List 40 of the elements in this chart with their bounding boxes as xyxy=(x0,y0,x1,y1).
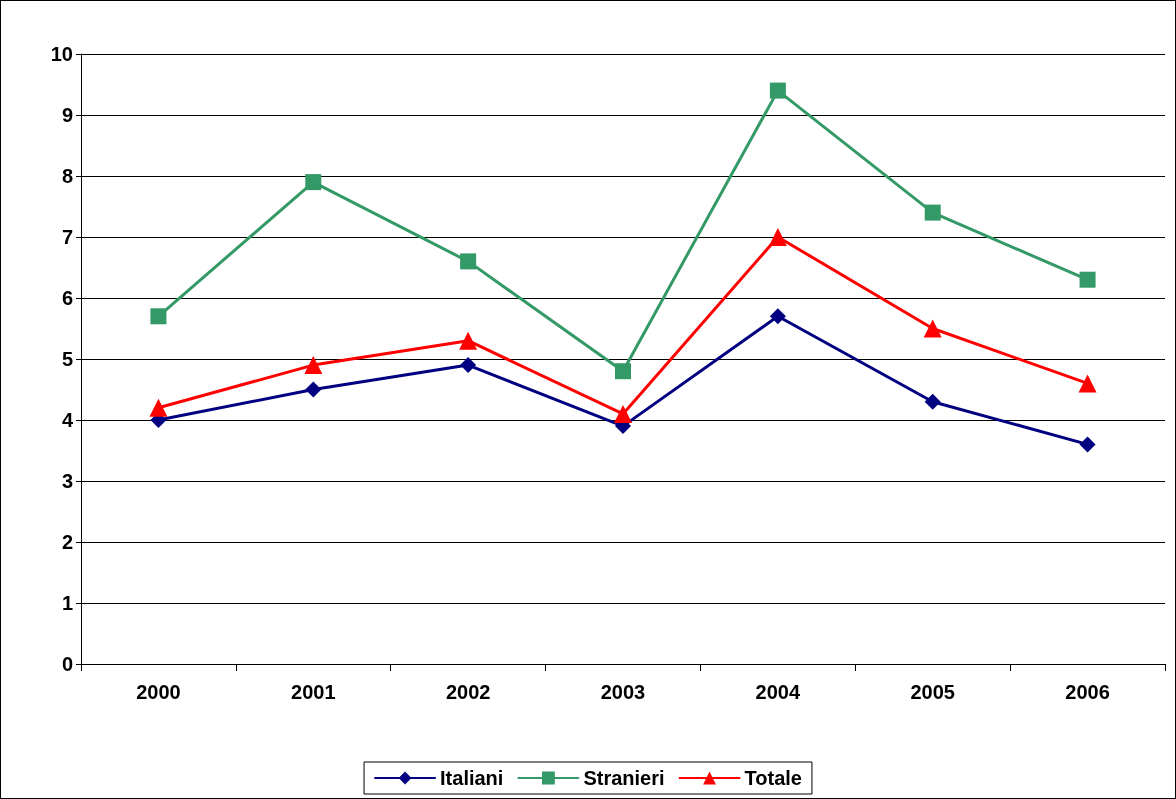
point xyxy=(768,228,787,246)
point xyxy=(769,82,786,99)
point xyxy=(305,381,322,398)
x-tick-label: 2001 xyxy=(291,681,336,703)
point xyxy=(1079,271,1096,288)
x-tick-label: 2004 xyxy=(755,681,801,703)
x-tick-label: 2002 xyxy=(445,681,491,703)
point xyxy=(460,357,477,374)
point xyxy=(460,253,477,270)
y-tick-label: 9 xyxy=(61,104,73,126)
y-tick-label: 0 xyxy=(61,653,73,675)
point xyxy=(150,308,167,325)
point xyxy=(459,331,478,350)
y-tick-label: 7 xyxy=(61,226,73,248)
x-tick-label: 2006 xyxy=(1065,681,1110,703)
x-tick-label: 2000 xyxy=(136,681,181,703)
x-tick-label: 2005 xyxy=(910,681,955,703)
point xyxy=(769,308,786,325)
point xyxy=(304,356,323,375)
y-tick-label: 6 xyxy=(61,287,73,309)
y-tick-label: 4 xyxy=(61,409,74,431)
y-tick-label: 8 xyxy=(61,165,73,187)
point xyxy=(305,174,322,191)
point xyxy=(1078,374,1097,393)
x-tick-label: 2003 xyxy=(600,681,646,703)
legend-label: Italiani xyxy=(440,767,504,789)
legend-label: Stranieri xyxy=(583,767,665,789)
y-tick-label: 10 xyxy=(50,43,73,65)
y-tick-label: 5 xyxy=(61,348,73,370)
legend-label: Totale xyxy=(744,767,802,789)
y-tick-label: 1 xyxy=(61,592,73,614)
point xyxy=(149,398,168,417)
point xyxy=(923,319,942,338)
y-tick-label: 2 xyxy=(61,531,73,553)
point xyxy=(924,204,941,221)
y-tick-label: 3 xyxy=(61,470,73,492)
point xyxy=(615,363,631,380)
point xyxy=(1079,436,1096,453)
point xyxy=(924,393,941,410)
point xyxy=(614,404,632,423)
